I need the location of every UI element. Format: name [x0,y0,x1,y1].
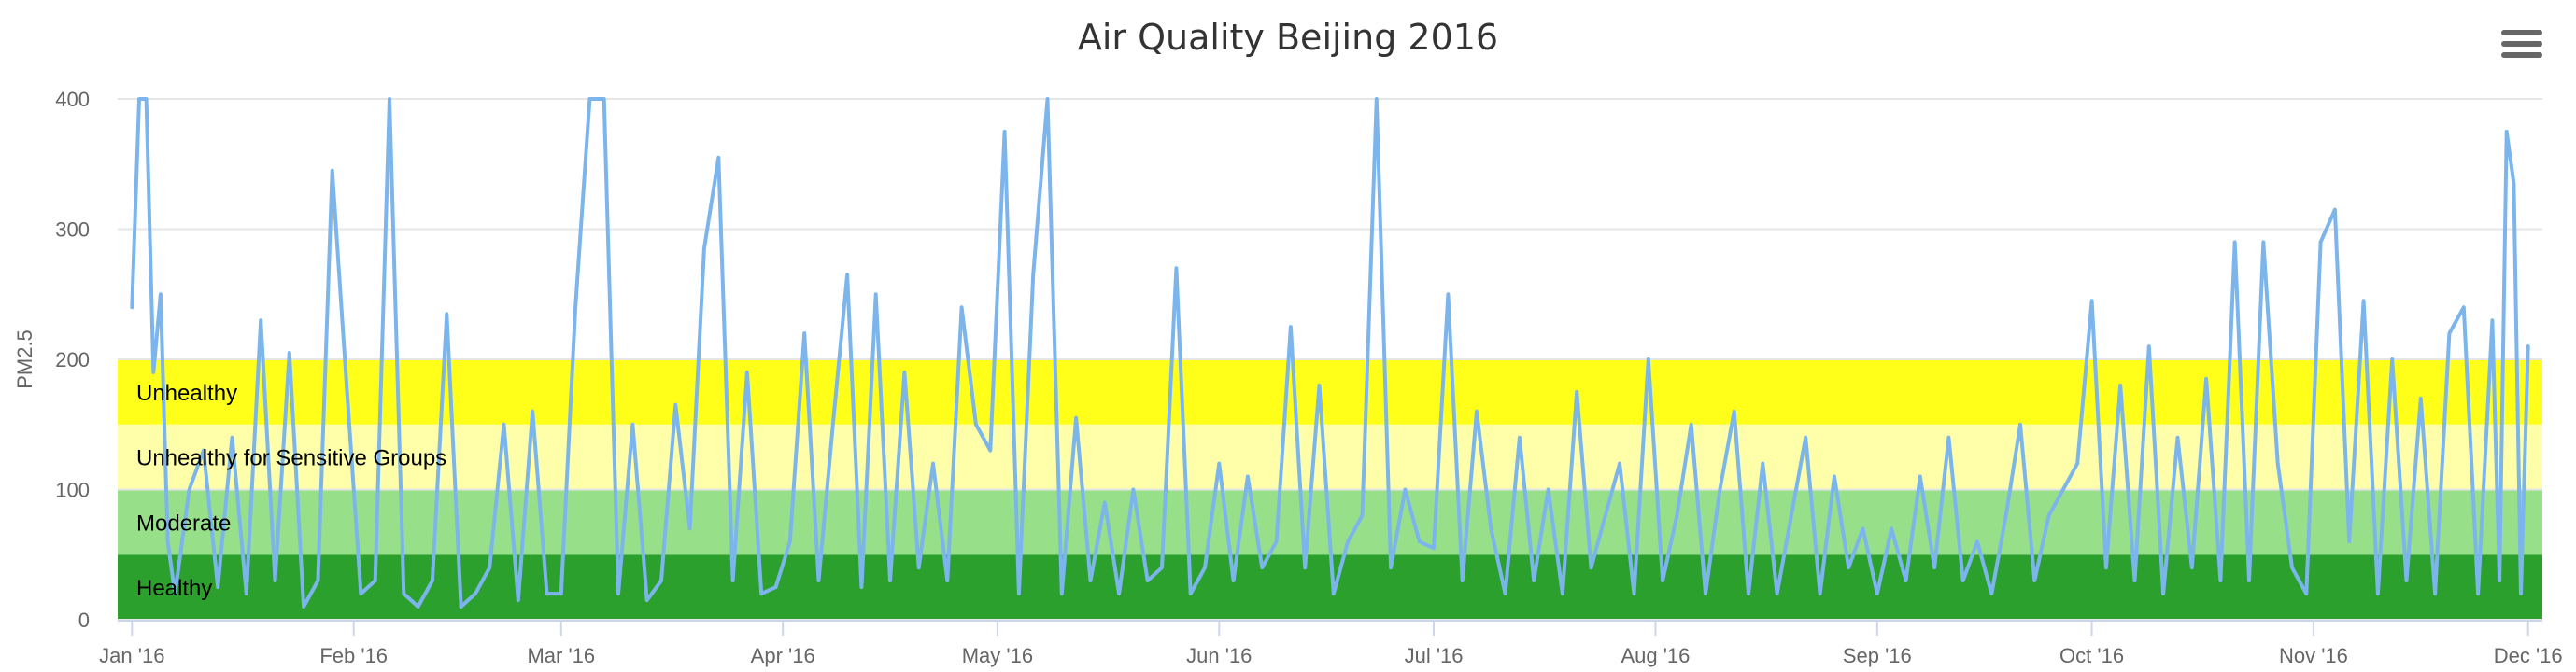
chart-menu-button[interactable] [2501,30,2542,67]
hamburger-icon-bar [2501,52,2542,58]
plot-band-label-2: Unhealthy for Sensitive Groups [136,446,446,471]
x-tick-label-9: Oct '16 [2059,644,2124,667]
plot-band-label-3: Unhealthy [136,381,237,406]
x-tick-label-0: Jan '16 [99,644,164,667]
x-tick-label-5: Jun '16 [1186,644,1252,667]
series-line-0 [130,97,2530,609]
plot-band-label-1: Moderate [136,511,231,536]
y-axis: 0 100 200 300 400 [55,88,90,632]
hamburger-icon-bar [2501,41,2542,47]
y-tick-label-0: 0 [78,609,90,632]
hamburger-icon-bar [2501,30,2542,35]
x-tick-label-7: Aug '16 [1621,644,1690,667]
chart-title: Air Quality Beijing 2016 [1077,17,1499,58]
y-tick-label-1: 100 [55,479,90,502]
series-group [130,97,2530,609]
x-tick-label-10: Nov '16 [2279,644,2348,667]
x-tick-label-4: May '16 [962,644,1033,667]
x-tick-label-6: Jul '16 [1405,644,1464,667]
x-tick-label-3: Apr '16 [751,644,815,667]
x-tick-label-11: Dec '16 [2494,644,2563,667]
y-axis-title: PM2.5 [13,329,36,389]
plot-band-3 [118,359,2542,425]
x-tick-label-1: Feb '16 [319,644,388,667]
plot-band-2 [118,424,2542,490]
x-axis: Jan '16 Feb '16 Mar '16 Apr '16 May '16 Jun '… [99,620,2563,667]
band-labels: Healthy Moderate Unhealthy for Sensitive G… [136,381,446,601]
y-tick-label-3: 300 [55,218,90,242]
x-tick-label-8: Sep '16 [1843,644,1912,667]
y-tick-label-2: 200 [55,348,90,371]
x-tick-label-2: Mar '16 [527,644,595,667]
plot-band-label-0: Healthy [136,576,212,601]
y-tick-label-4: 400 [55,88,90,111]
